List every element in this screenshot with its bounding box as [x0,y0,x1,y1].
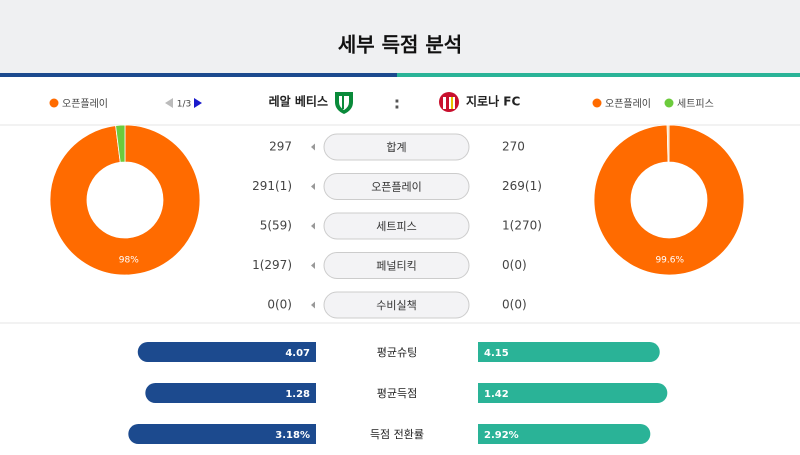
home-bar-edge [300,383,316,403]
home-stat: 297 [269,140,292,154]
separator: : [394,94,400,113]
legend-dot [592,98,602,108]
home-bar [128,424,316,444]
pie-slice [666,124,670,163]
home-bar [145,383,316,403]
header-bg [0,0,800,74]
row-arrow [311,301,315,309]
away-bar [478,342,660,362]
home-value: 1.28 [285,389,310,400]
title: 세부 득점 분석 [338,33,462,57]
legend-label: 오픈플레이 [605,98,651,110]
stat-label: 오픈플레이 [371,181,422,194]
away-bar-edge [478,383,494,403]
stat-pill [323,212,470,240]
home-bar [137,342,316,362]
stat-label: 세트피스 [376,220,416,233]
home-stat: 291(1) [252,179,292,193]
avg-label: 평균득점 [377,387,417,400]
stat-label: 합계 [386,141,406,154]
legend-label: 오픈플레이 [62,98,108,110]
away-stat: 270 [502,140,525,154]
away-bar [478,383,668,403]
away-bar-edge [478,342,494,362]
away-value: 2.92% [484,430,519,441]
away-line [397,73,800,77]
pie-label: 99.6% [655,255,684,265]
home-bar-edge [300,424,316,444]
row-arrow [311,183,315,190]
home-team: 레알 베티스 [269,94,328,109]
away-stat: 0(0) [502,258,527,272]
home-bar-edge [300,342,316,362]
legend-dot [49,98,59,108]
avg-label: 평균슈팅 [377,346,417,359]
home-stat: 0(0) [267,298,292,312]
next-arrow[interactable] [194,98,202,108]
avg-label: 득점 전환률 [370,428,424,441]
home-line [0,73,397,77]
stat-label: 수비실책 [376,299,416,312]
away-crest [439,92,459,112]
away-team: 지로나 FC [466,94,520,109]
prev-arrow[interactable] [165,98,173,108]
legend-label: 세트피스 [677,98,714,110]
row-arrow [311,222,315,230]
home-value: 4.07 [285,348,310,359]
home-value: 3.18% [275,430,310,441]
stat-pill [323,173,470,200]
stat-pill [323,252,470,279]
pie-slice [49,124,201,276]
pager: 1/3 [177,100,191,110]
pie-slice [593,124,745,276]
stat-pill [323,291,470,319]
stat-pill [323,133,470,161]
away-bar [478,424,651,444]
pie-slice [115,124,126,163]
home-crest [335,92,353,114]
away-stat: 1(270) [502,219,542,233]
home-stat: 1(297) [252,258,292,272]
row-arrow [311,262,315,269]
row-arrow [311,143,315,151]
legend-dot [664,98,674,108]
away-bar-edge [478,424,494,444]
home-stat: 5(59) [260,219,292,233]
away-stat: 0(0) [502,298,527,312]
pie-label: 98% [119,255,139,265]
away-stat: 269(1) [502,179,542,193]
away-value: 4.15 [484,348,509,359]
stat-label: 페널티킥 [376,260,416,273]
away-value: 1.42 [484,389,509,400]
